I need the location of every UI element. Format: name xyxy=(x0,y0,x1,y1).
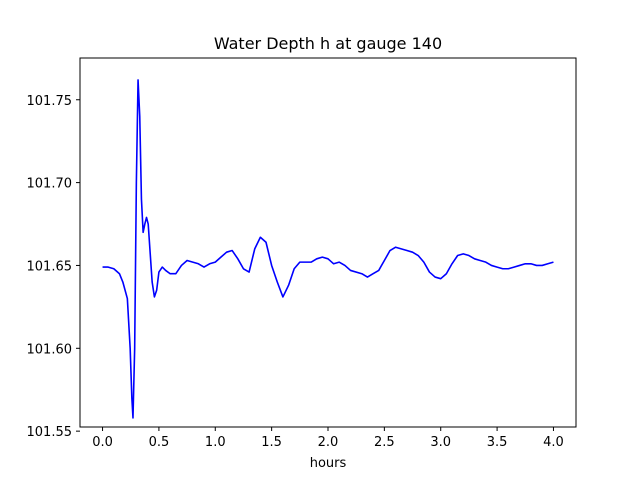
chart-title: Water Depth h at gauge 140 xyxy=(214,34,442,53)
x-tick-label: 2.5 xyxy=(374,435,395,450)
x-tick-label: 4.0 xyxy=(543,435,564,450)
series-line-0 xyxy=(102,79,554,419)
y-axis-ticks: 101.55 101.60 101.65 101.70 101.75 xyxy=(27,94,80,440)
x-tick-label: 0.5 xyxy=(149,435,170,450)
series-layer xyxy=(102,79,554,419)
x-axis-label: hours xyxy=(310,456,347,471)
x-tick-label: 3.0 xyxy=(430,435,451,450)
x-tick-label: 2.0 xyxy=(318,435,339,450)
x-tick-label: 3.5 xyxy=(487,435,508,450)
y-tick-label: 101.60 xyxy=(27,342,73,357)
y-tick-label: 101.70 xyxy=(27,177,73,192)
x-tick-label: 1.5 xyxy=(261,435,282,450)
y-tick-label: 101.65 xyxy=(27,259,73,274)
y-tick-label: 101.75 xyxy=(27,94,73,109)
x-tick-label: 1.0 xyxy=(205,435,226,450)
x-tick-label: 0.0 xyxy=(92,435,113,450)
y-tick-label: 101.55 xyxy=(27,425,73,440)
x-axis-ticks: 0.0 0.5 1.0 1.5 2.0 2.5 3.0 3.5 4.0 xyxy=(92,427,564,450)
